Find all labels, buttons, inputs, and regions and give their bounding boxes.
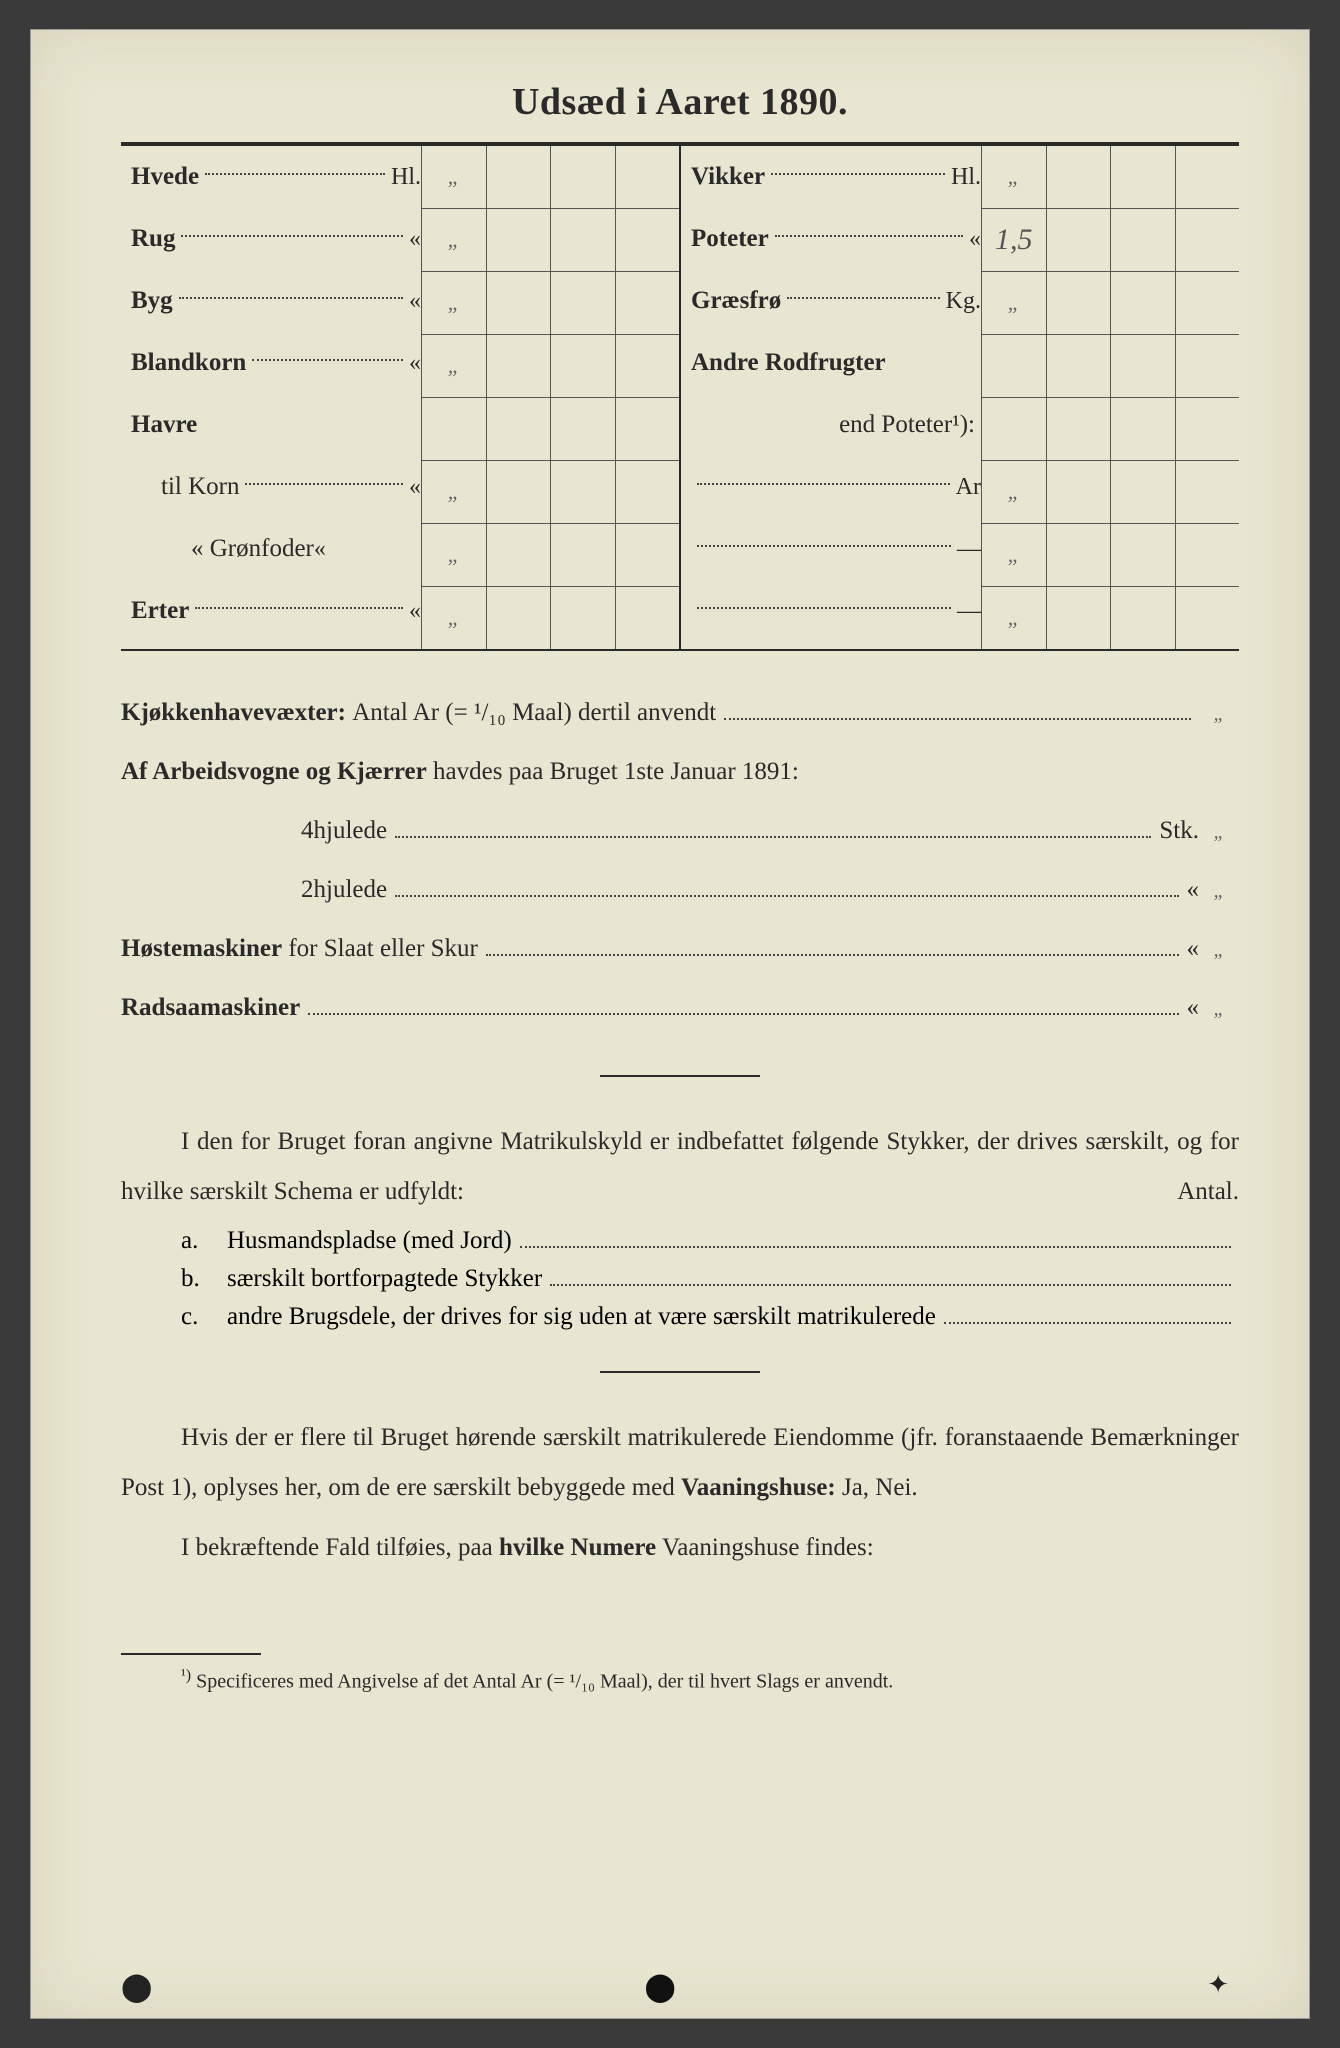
document-page: Udsæd i Aaret 1890. HvedeHl. Rug« Byg« B… [30,29,1310,2019]
handwritten-value: 1,5 [995,223,1033,257]
row-label: Blandkorn [131,349,246,377]
antal-label: Antal. [1177,1167,1239,1217]
grid-right: VikkerHl. Poteter« GræsfrøKg. Andre Rodf… [681,146,1239,649]
left-labels: HvedeHl. Rug« Byg« Blandkorn« Havre til … [121,146,421,649]
left-cells: „ „ „ „ „ „ „ [421,146,679,649]
mark-icon: ✦ [1207,1970,1229,2000]
hjul2-label: 2hjulede [301,862,387,917]
page-title: Udsæd i Aaret 1890. [121,80,1239,124]
page-marks: ⬤ ⬤ ✦ [31,1970,1309,2000]
hoste-label: Høstemaskiner [121,921,282,976]
arbeids-label: Af Arbeidsvogne og Kjærrer [121,744,427,799]
row-label: Byg [131,287,173,315]
list: a. Husmandspladse (med Jord) b. særskilt… [121,1227,1239,1331]
right-labels: VikkerHl. Poteter« GræsfrøKg. Andre Rodf… [681,146,981,649]
paragraph-3: I bekræftende Fald tilføies, paa hvilke … [121,1523,1239,1573]
row-label: til Korn [161,473,239,501]
sowing-grid: HvedeHl. Rug« Byg« Blandkorn« Havre til … [121,146,1239,651]
row-label: Hvede [131,163,199,191]
row-label: Andre Rodfrugter [691,349,886,377]
middle-text: Kjøkkenhavevæxter: Antal Ar (= ¹/₁₀ Maal… [121,685,1239,1035]
list-item: b. særskilt bortforpagtede Stykker [181,1265,1239,1293]
mark-icon: ⬤ [644,1970,675,2004]
rad-label: Radsaamaskiner [121,980,300,1035]
footnote-rule [121,1653,261,1655]
row-label: end Poteter¹): [839,411,975,439]
section-rule [600,1075,760,1077]
section-rule-2 [600,1371,760,1373]
row-label: Poteter [691,225,769,253]
list-item: c. andre Brugsdele, der drives for sig u… [181,1303,1239,1331]
row-label: Græsfrø [691,287,781,315]
hjul4-label: 4hjulede [301,803,387,858]
grid-left: HvedeHl. Rug« Byg« Blandkorn« Havre til … [121,146,679,649]
row-label: « Grønfoder [191,535,314,563]
row-label: Rug [131,225,175,253]
paragraph-2: Hvis der er flere til Bruget hørende sær… [121,1413,1239,1513]
footnote: ¹) Specificeres med Angivelse af det Ant… [121,1663,1239,1698]
row-label: Havre [131,411,197,439]
row-label: Vikker [691,163,765,191]
kjokken-label: Kjøkkenhavevæxter: [121,685,346,740]
list-item: a. Husmandspladse (med Jord) [181,1227,1239,1255]
row-label: Erter [131,597,189,625]
right-cells: „ 1,5 „ „ „ „ [981,146,1239,649]
mark-icon: ⬤ [121,1970,152,2004]
paragraph-1: I den for Bruget foran angivne Matrikuls… [121,1117,1239,1217]
